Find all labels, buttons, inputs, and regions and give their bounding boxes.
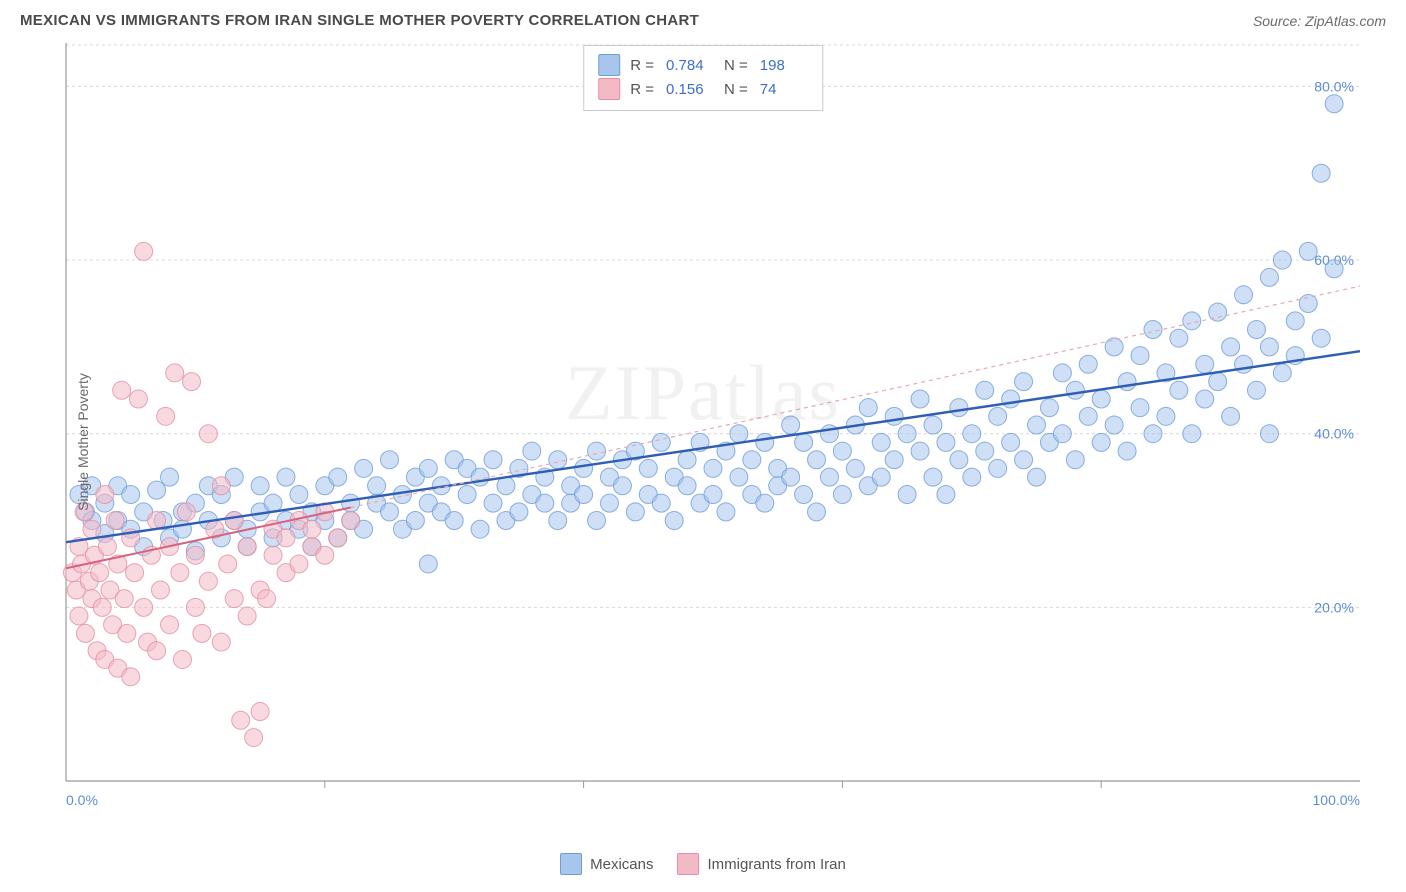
legend-swatch: [598, 78, 620, 100]
svg-text:0.0%: 0.0%: [66, 792, 98, 808]
bottom-legend: Mexicans Immigrants from Iran: [0, 853, 1406, 875]
chart-area: Single Mother Poverty ZIPatlas 20.0%40.0…: [20, 37, 1386, 847]
r-value: 0.156: [666, 81, 714, 98]
legend-swatch: [677, 853, 699, 875]
n-value: 74: [760, 81, 808, 98]
legend-swatch: [560, 853, 582, 875]
scatter-plot: 20.0%40.0%60.0%80.0%0.0%100.0%: [20, 37, 1386, 817]
y-axis-label: Single Mother Poverty: [75, 373, 91, 511]
r-value: 0.784: [666, 57, 714, 74]
legend-row: R = 0.784 N = 198: [598, 54, 808, 76]
legend-label: Mexicans: [590, 856, 653, 873]
chart-header: MEXICAN VS IMMIGRANTS FROM IRAN SINGLE M…: [0, 0, 1406, 37]
legend-item: Immigrants from Iran: [677, 853, 845, 875]
legend-label: Immigrants from Iran: [707, 856, 845, 873]
source-name: ZipAtlas.com: [1305, 13, 1386, 29]
source-label: Source: ZipAtlas.com: [1253, 13, 1386, 29]
chart-title: MEXICAN VS IMMIGRANTS FROM IRAN SINGLE M…: [20, 12, 699, 29]
svg-text:80.0%: 80.0%: [1314, 78, 1354, 94]
svg-text:20.0%: 20.0%: [1314, 599, 1354, 615]
correlation-legend-box: R = 0.784 N = 198 R = 0.156 N = 74: [583, 45, 823, 111]
legend-row: R = 0.156 N = 74: [598, 78, 808, 100]
n-value: 198: [760, 57, 808, 74]
svg-text:100.0%: 100.0%: [1313, 792, 1360, 808]
legend-item: Mexicans: [560, 853, 653, 875]
svg-text:40.0%: 40.0%: [1314, 426, 1354, 442]
legend-swatch: [598, 54, 620, 76]
